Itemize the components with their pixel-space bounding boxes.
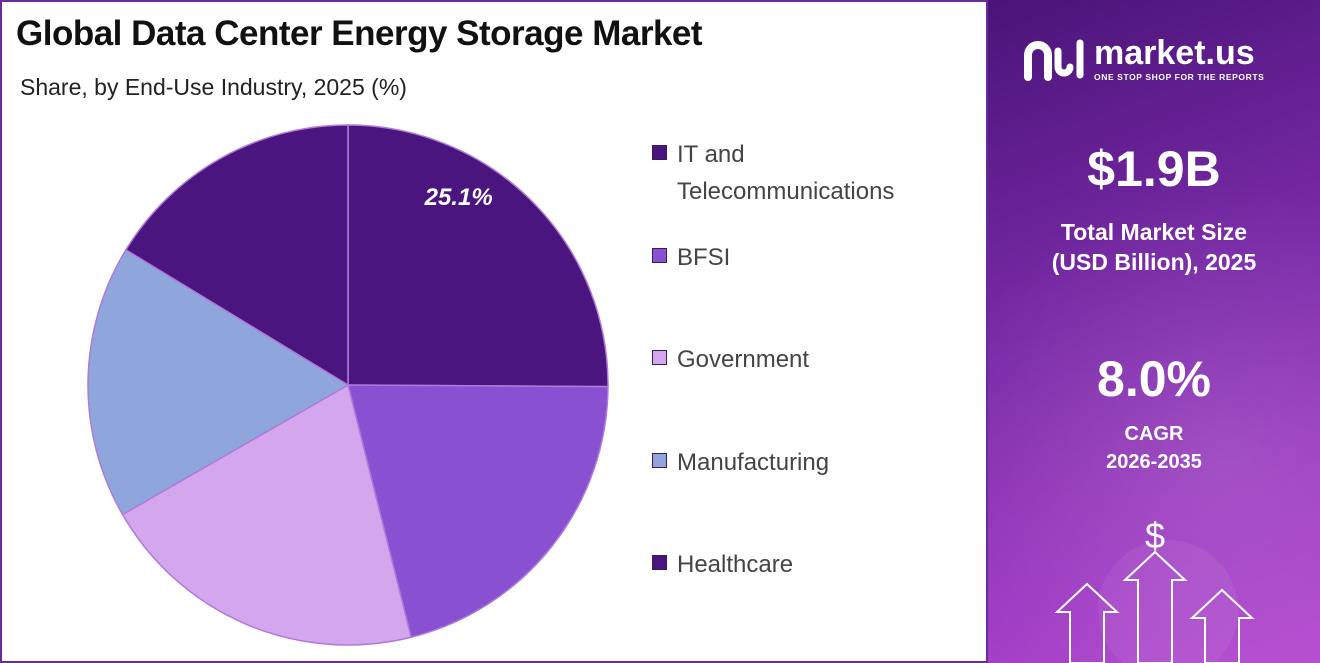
legend-item-manufacturing: Manufacturing: [652, 444, 957, 481]
pie-slice-it-telecom: [347, 124, 609, 388]
brand-logo: market.us ONE STOP SHOP FOR THE REPORTS: [1022, 36, 1264, 82]
data-label-it-telecom: 25.1%: [424, 184, 493, 211]
chart-panel: Global Data Center Energy Storage Market…: [0, 0, 988, 663]
legend-item-government: Government: [652, 341, 957, 378]
growth-arrows-icon: $: [1054, 515, 1255, 663]
legend-swatch: [652, 453, 667, 468]
legend-item-healthcare: Healthcare: [652, 546, 957, 583]
legend-item-bfsi: BFSI: [652, 239, 957, 276]
stats-panel: market.us ONE STOP SHOP FOR THE REPORTS …: [988, 0, 1320, 663]
market-us-logo-icon: [1024, 39, 1084, 81]
legend-swatch: [652, 248, 667, 263]
cagr-label: CAGR: [1124, 423, 1184, 445]
legend-swatch: [652, 555, 667, 570]
legend-label: Government: [677, 346, 810, 373]
brand-tagline: ONE STOP SHOP FOR THE REPORTS: [1094, 72, 1265, 82]
market-size-label-line1: Total Market Size: [1060, 219, 1248, 245]
legend-label: IT and Telecommunications: [677, 141, 895, 205]
pie-slice-bfsi: [347, 384, 609, 639]
legend-label: BFSI: [677, 244, 731, 271]
market-size-label-line2: (USD Billion), 2025: [1051, 249, 1257, 275]
cagr-value: 8.0%: [1097, 351, 1211, 407]
pie-slice-healthcare: [124, 124, 349, 387]
legend-label: Healthcare: [677, 551, 794, 578]
pie-slice-manufacturing: [87, 248, 350, 516]
market-size-value: $1.9B: [1087, 141, 1221, 197]
chart-subtitle: Share, by End-Use Industry, 2025 (%): [20, 74, 407, 100]
dollar-sign-icon: $: [1145, 515, 1165, 556]
pie-chart: 25.1%: [87, 124, 609, 646]
legend-label: Manufacturing: [677, 449, 830, 476]
cagr-period: 2026-2035: [1106, 451, 1202, 473]
legend-swatch: [652, 350, 667, 365]
pie-slice-government: [121, 383, 412, 646]
page-title: Global Data Center Energy Storage Market: [16, 14, 703, 53]
legend-swatch: [652, 145, 667, 160]
brand-name: market.us: [1094, 34, 1255, 72]
legend-item-it-telecom: IT and Telecommunications: [652, 136, 957, 210]
